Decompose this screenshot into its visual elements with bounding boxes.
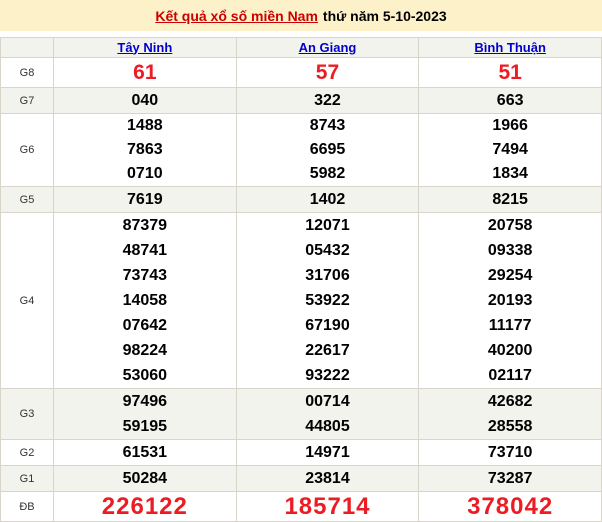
result-value: 59195	[122, 418, 168, 435]
result-value: 6695	[309, 141, 346, 158]
results-panel: Tây Ninh An Giang Bình Thuận G8 61 57 51…	[0, 31, 602, 522]
result-value: 7494	[492, 141, 528, 158]
result-value: 73743	[122, 267, 168, 284]
result-value: 12071	[305, 217, 350, 234]
result-value: 07642	[122, 317, 168, 334]
title-date: thứ năm 5-10-2023	[322, 7, 447, 24]
page-header: Kết quả xổ số miền Nam thứ năm 5-10-2023	[0, 0, 602, 31]
header-cell-tay-ninh: Tây Ninh	[53, 37, 237, 58]
results-table: Tây Ninh An Giang Bình Thuận G8 61 57 51…	[0, 37, 602, 522]
result-g7-binh-thuan: 663	[418, 87, 602, 114]
result-g7-tay-ninh: 040	[53, 87, 237, 114]
table-header-row: Tây Ninh An Giang Bình Thuận	[0, 37, 602, 58]
result-g4-binh-thuan: 20758 09338 29254 20193 11177 40200 0211…	[418, 212, 602, 389]
prize-label-g1: G1	[0, 465, 54, 492]
table-row-g2: G2 61531 14971 73710	[0, 439, 602, 466]
result-value: 22617	[305, 342, 350, 359]
result-value: 40200	[487, 342, 533, 359]
province-link-binh-thuan[interactable]: Bình Thuận	[474, 39, 546, 55]
prize-label-g6: G6	[0, 113, 54, 187]
result-value: 05432	[305, 242, 350, 259]
prize-label-g8: G8	[0, 57, 54, 88]
prize-label-g4: G4	[0, 212, 54, 389]
result-g8-an-giang: 57	[235, 57, 420, 88]
province-link-an-giang[interactable]: An Giang	[298, 39, 357, 55]
result-value: 31706	[305, 267, 350, 284]
result-value: 48741	[122, 242, 168, 259]
header-empty-cell	[0, 37, 54, 58]
result-g1-tay-ninh: 50284	[53, 465, 237, 492]
result-value: 93222	[305, 367, 350, 384]
result-g1-an-giang: 23814	[235, 465, 420, 492]
result-g1-binh-thuan: 73287	[418, 465, 602, 492]
result-g6-binh-thuan: 1966 7494 1834	[418, 113, 602, 187]
result-value: 09338	[487, 242, 533, 259]
table-row-db: ĐB 226122 185714 378042	[0, 491, 602, 522]
result-value: 0710	[127, 165, 163, 182]
result-value: 87379	[122, 217, 168, 234]
result-value: 44805	[305, 418, 350, 435]
result-g3-an-giang: 00714 44805	[235, 388, 420, 440]
prize-label-g2: G2	[0, 439, 54, 466]
result-g5-an-giang: 1402	[235, 186, 420, 213]
result-value: 53060	[122, 367, 168, 384]
result-value: 8743	[309, 117, 346, 134]
header-cell-binh-thuan: Bình Thuận	[418, 37, 602, 58]
table-row-g1: G1 50284 23814 73287	[0, 465, 602, 492]
result-value: 20193	[487, 292, 533, 309]
result-value: 53922	[305, 292, 350, 309]
result-value: 67190	[305, 317, 350, 334]
table-row-g3: G3 97496 59195 00714 44805 42682 28558	[0, 388, 602, 440]
table-row-g8: G8 61 57 51	[0, 57, 602, 88]
result-value: 5982	[309, 165, 346, 182]
result-g3-binh-thuan: 42682 28558	[418, 388, 602, 440]
result-db-an-giang: 185714	[235, 491, 420, 522]
result-value: 14058	[122, 292, 168, 309]
table-row-g6: G6 1488 7863 0710 8743 6695 5982 1966 74…	[0, 113, 602, 187]
result-g2-an-giang: 14971	[235, 439, 420, 466]
prize-label-g7: G7	[0, 87, 54, 114]
result-value: 7863	[127, 141, 163, 158]
title-link[interactable]: Kết quả xổ số miền Nam	[155, 7, 318, 24]
result-value: 98224	[122, 342, 168, 359]
result-value: 1488	[127, 117, 163, 134]
province-link-tay-ninh[interactable]: Tây Ninh	[117, 39, 173, 55]
result-g2-binh-thuan: 73710	[418, 439, 602, 466]
prize-label-g5: G5	[0, 186, 54, 213]
result-value: 1966	[492, 117, 528, 134]
result-g8-tay-ninh: 61	[53, 57, 237, 88]
result-g3-tay-ninh: 97496 59195	[53, 388, 237, 440]
result-value: 11177	[488, 317, 532, 334]
result-value: 02117	[488, 367, 532, 384]
result-g6-tay-ninh: 1488 7863 0710	[53, 113, 237, 187]
prize-label-db: ĐB	[0, 491, 54, 522]
result-g5-binh-thuan: 8215	[418, 186, 602, 213]
table-row-g4: G4 87379 48741 73743 14058 07642 98224 5…	[0, 212, 602, 389]
result-g8-binh-thuan: 51	[418, 57, 602, 88]
result-g6-an-giang: 8743 6695 5982	[235, 113, 420, 187]
result-g2-tay-ninh: 61531	[53, 439, 237, 466]
header-cell-an-giang: An Giang	[235, 37, 420, 58]
result-value: 42682	[487, 393, 533, 410]
table-row-g7: G7 040 322 663	[0, 87, 602, 114]
result-g4-an-giang: 12071 05432 31706 53922 67190 22617 9322…	[235, 212, 420, 389]
result-g7-an-giang: 322	[235, 87, 420, 114]
result-value: 97496	[122, 393, 168, 410]
result-db-binh-thuan: 378042	[418, 491, 602, 522]
result-g5-tay-ninh: 7619	[53, 186, 237, 213]
result-value: 1834	[492, 165, 528, 182]
result-g4-tay-ninh: 87379 48741 73743 14058 07642 98224 5306…	[53, 212, 237, 389]
result-value: 29254	[487, 267, 533, 284]
result-value: 28558	[487, 418, 533, 435]
result-db-tay-ninh: 226122	[53, 491, 237, 522]
result-value: 00714	[305, 393, 350, 410]
prize-label-g3: G3	[0, 388, 54, 440]
result-value: 20758	[487, 217, 533, 234]
table-row-g5: G5 7619 1402 8215	[0, 186, 602, 213]
